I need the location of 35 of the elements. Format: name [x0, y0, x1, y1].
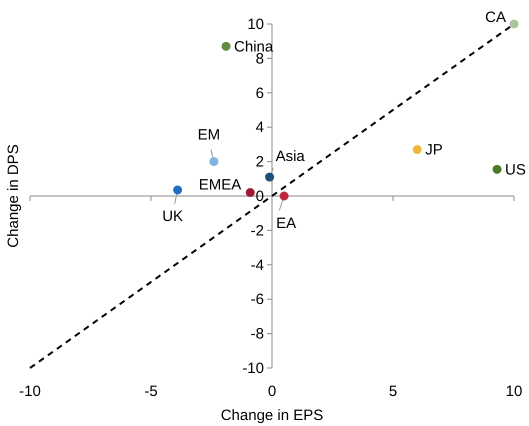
- y-tick-label: 4: [256, 119, 264, 136]
- y-tick-label: 6: [256, 84, 264, 102]
- series-label: EMEA: [198, 176, 242, 194]
- y-tick-label: -8: [250, 326, 264, 343]
- point: [209, 157, 218, 166]
- point: [265, 172, 274, 182]
- y-tick-label: 8: [256, 50, 264, 68]
- point: [492, 164, 502, 174]
- series-label: US: [505, 161, 526, 178]
- series-label: CA: [485, 9, 506, 26]
- x-tick-label: -5: [144, 383, 158, 400]
- y-tick-label: -6: [250, 291, 264, 308]
- y-tick-label: 2: [256, 154, 264, 171]
- y-tick-label: 0: [256, 188, 264, 205]
- point: [510, 20, 518, 28]
- point: [280, 192, 289, 200]
- y-tick-label: 10: [247, 16, 264, 33]
- x-tick-label: 5: [388, 383, 398, 400]
- y-tick-label: -2: [250, 222, 264, 240]
- y-axis-title: Change in DPS: [5, 144, 22, 248]
- y-tick-label: -10: [242, 360, 264, 377]
- x-tick-label: -10: [19, 383, 41, 400]
- series-label: JP: [425, 142, 443, 159]
- series-label: EM: [198, 126, 220, 144]
- series-label: UK: [162, 208, 184, 225]
- point: [412, 145, 422, 154]
- x-tick-label: 0: [268, 383, 276, 400]
- y-tick-label: -4: [250, 256, 264, 274]
- point: [173, 185, 182, 194]
- x-axis-title: Change in EPS: [220, 407, 324, 424]
- series-label: EA: [276, 215, 296, 232]
- point: [222, 42, 231, 51]
- point: [246, 188, 255, 198]
- x-tick-label: 10: [506, 383, 522, 400]
- series-label: Asia: [276, 148, 306, 166]
